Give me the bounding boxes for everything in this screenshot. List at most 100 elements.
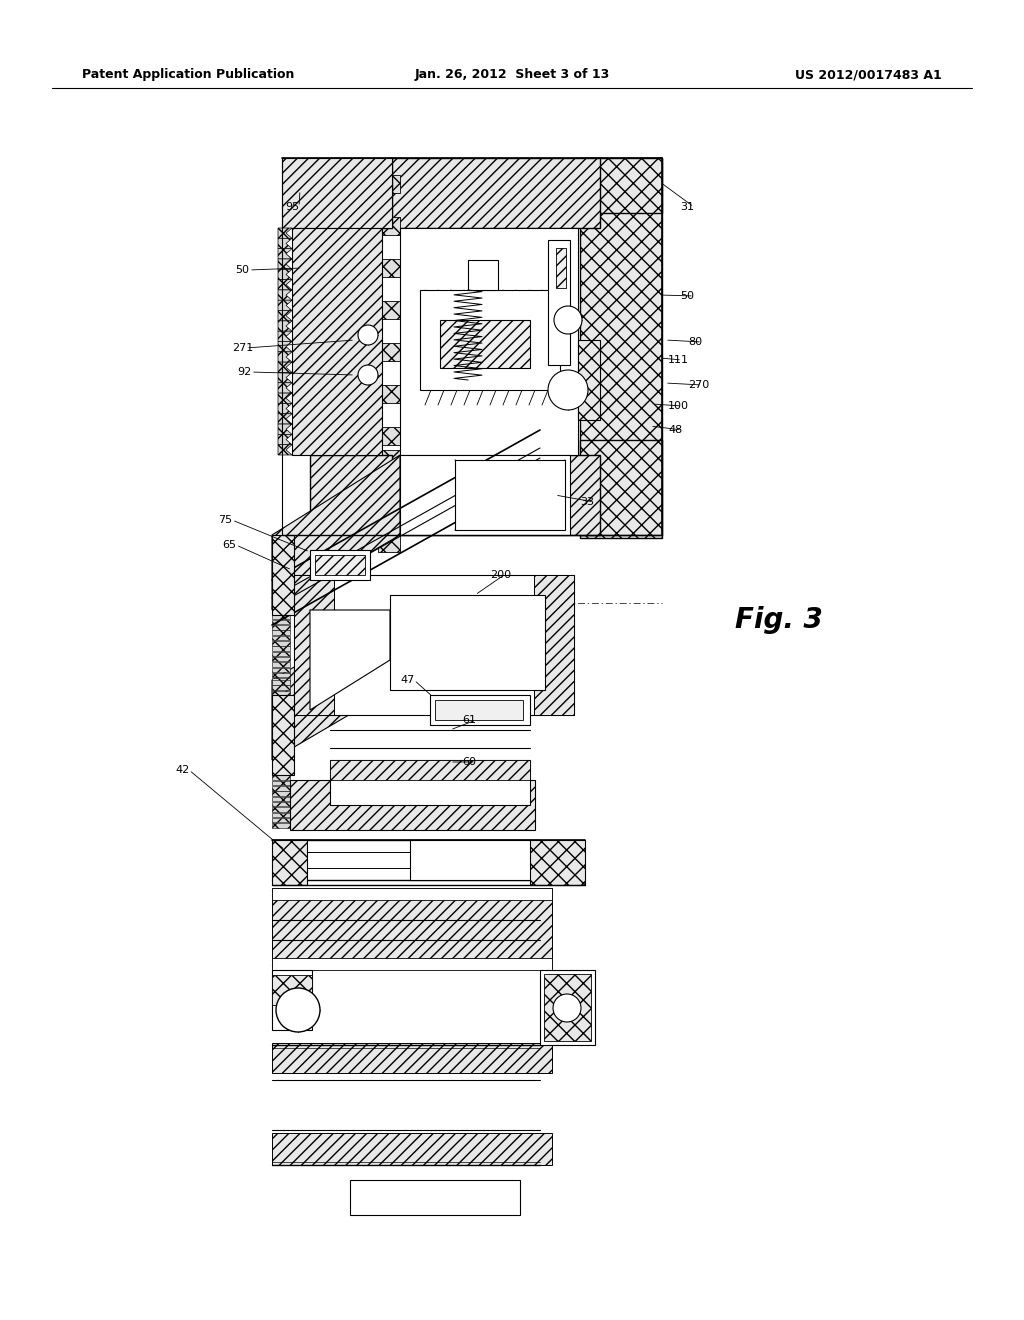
Text: 33: 33 — [580, 498, 594, 507]
Bar — [272, 840, 307, 884]
Bar — [378, 343, 400, 360]
Text: 42: 42 — [175, 766, 189, 775]
Circle shape — [554, 306, 582, 334]
Bar — [272, 556, 290, 561]
Bar — [272, 566, 290, 572]
Bar — [294, 576, 334, 715]
Bar — [310, 158, 392, 228]
Bar — [272, 808, 290, 812]
Polygon shape — [278, 445, 292, 455]
Bar — [534, 576, 574, 715]
Bar — [272, 748, 290, 754]
Polygon shape — [278, 362, 292, 372]
Bar — [540, 970, 595, 1045]
Bar — [378, 618, 400, 636]
Bar — [272, 706, 290, 711]
Bar — [378, 176, 400, 193]
Bar — [272, 722, 290, 727]
Bar — [272, 733, 290, 738]
Bar — [272, 610, 290, 614]
Polygon shape — [278, 239, 292, 248]
Bar — [272, 535, 294, 615]
Text: 92: 92 — [237, 367, 251, 378]
Bar — [272, 796, 290, 801]
Bar — [272, 561, 290, 566]
Text: Patent Application Publication: Patent Application Publication — [82, 69, 294, 81]
Bar — [272, 759, 290, 764]
Bar — [378, 216, 400, 235]
Text: 271: 271 — [232, 343, 253, 352]
Bar — [272, 678, 290, 682]
Bar — [294, 576, 574, 715]
Circle shape — [358, 366, 378, 385]
Bar — [420, 290, 560, 389]
Bar — [272, 657, 290, 661]
Polygon shape — [278, 248, 292, 259]
Bar — [272, 582, 290, 587]
Bar — [580, 440, 662, 535]
Bar — [272, 642, 290, 645]
Bar — [272, 770, 290, 775]
Text: 61: 61 — [462, 715, 476, 725]
Polygon shape — [278, 290, 292, 300]
Bar — [272, 550, 290, 556]
Bar — [272, 975, 312, 1005]
Text: 50: 50 — [234, 265, 249, 275]
Bar — [272, 545, 290, 550]
Bar — [435, 700, 523, 719]
Text: 75: 75 — [218, 515, 232, 525]
Circle shape — [276, 987, 319, 1032]
Polygon shape — [278, 331, 292, 342]
Bar — [315, 554, 365, 576]
Polygon shape — [278, 300, 292, 310]
Bar — [272, 711, 290, 717]
Bar — [378, 385, 400, 403]
Text: 80: 80 — [688, 337, 702, 347]
Polygon shape — [272, 605, 400, 760]
Polygon shape — [278, 404, 292, 413]
Bar — [292, 228, 382, 455]
Polygon shape — [278, 259, 292, 269]
Bar — [272, 647, 290, 651]
Bar — [580, 158, 662, 539]
Bar — [310, 550, 370, 579]
Bar — [272, 888, 552, 900]
Bar — [378, 450, 400, 469]
Bar — [548, 240, 570, 366]
Bar — [272, 801, 290, 807]
Polygon shape — [278, 434, 292, 445]
Bar — [400, 228, 578, 455]
Bar — [272, 696, 294, 775]
Bar — [272, 775, 290, 780]
Bar — [272, 540, 290, 545]
Text: 65: 65 — [222, 540, 236, 550]
Polygon shape — [278, 228, 292, 239]
Bar — [290, 780, 535, 830]
Bar — [272, 738, 290, 743]
Bar — [350, 1180, 520, 1214]
Bar — [330, 760, 530, 780]
Text: 50: 50 — [680, 290, 694, 301]
Bar — [272, 615, 290, 619]
Bar — [272, 663, 290, 667]
Bar — [272, 535, 290, 540]
Text: 95: 95 — [285, 202, 299, 213]
Polygon shape — [278, 280, 292, 290]
Bar — [578, 341, 600, 420]
Bar — [378, 492, 400, 510]
Polygon shape — [455, 459, 565, 531]
Bar — [272, 680, 290, 685]
Bar — [390, 158, 600, 228]
Bar — [378, 426, 400, 445]
Bar — [272, 785, 290, 791]
Bar — [272, 958, 552, 970]
Bar — [330, 760, 530, 805]
Bar — [468, 260, 498, 290]
Bar — [272, 824, 290, 828]
Bar — [272, 593, 290, 598]
Polygon shape — [278, 269, 292, 280]
Bar — [272, 577, 290, 582]
Polygon shape — [282, 158, 392, 228]
Polygon shape — [278, 383, 292, 393]
Text: 47: 47 — [400, 675, 415, 685]
